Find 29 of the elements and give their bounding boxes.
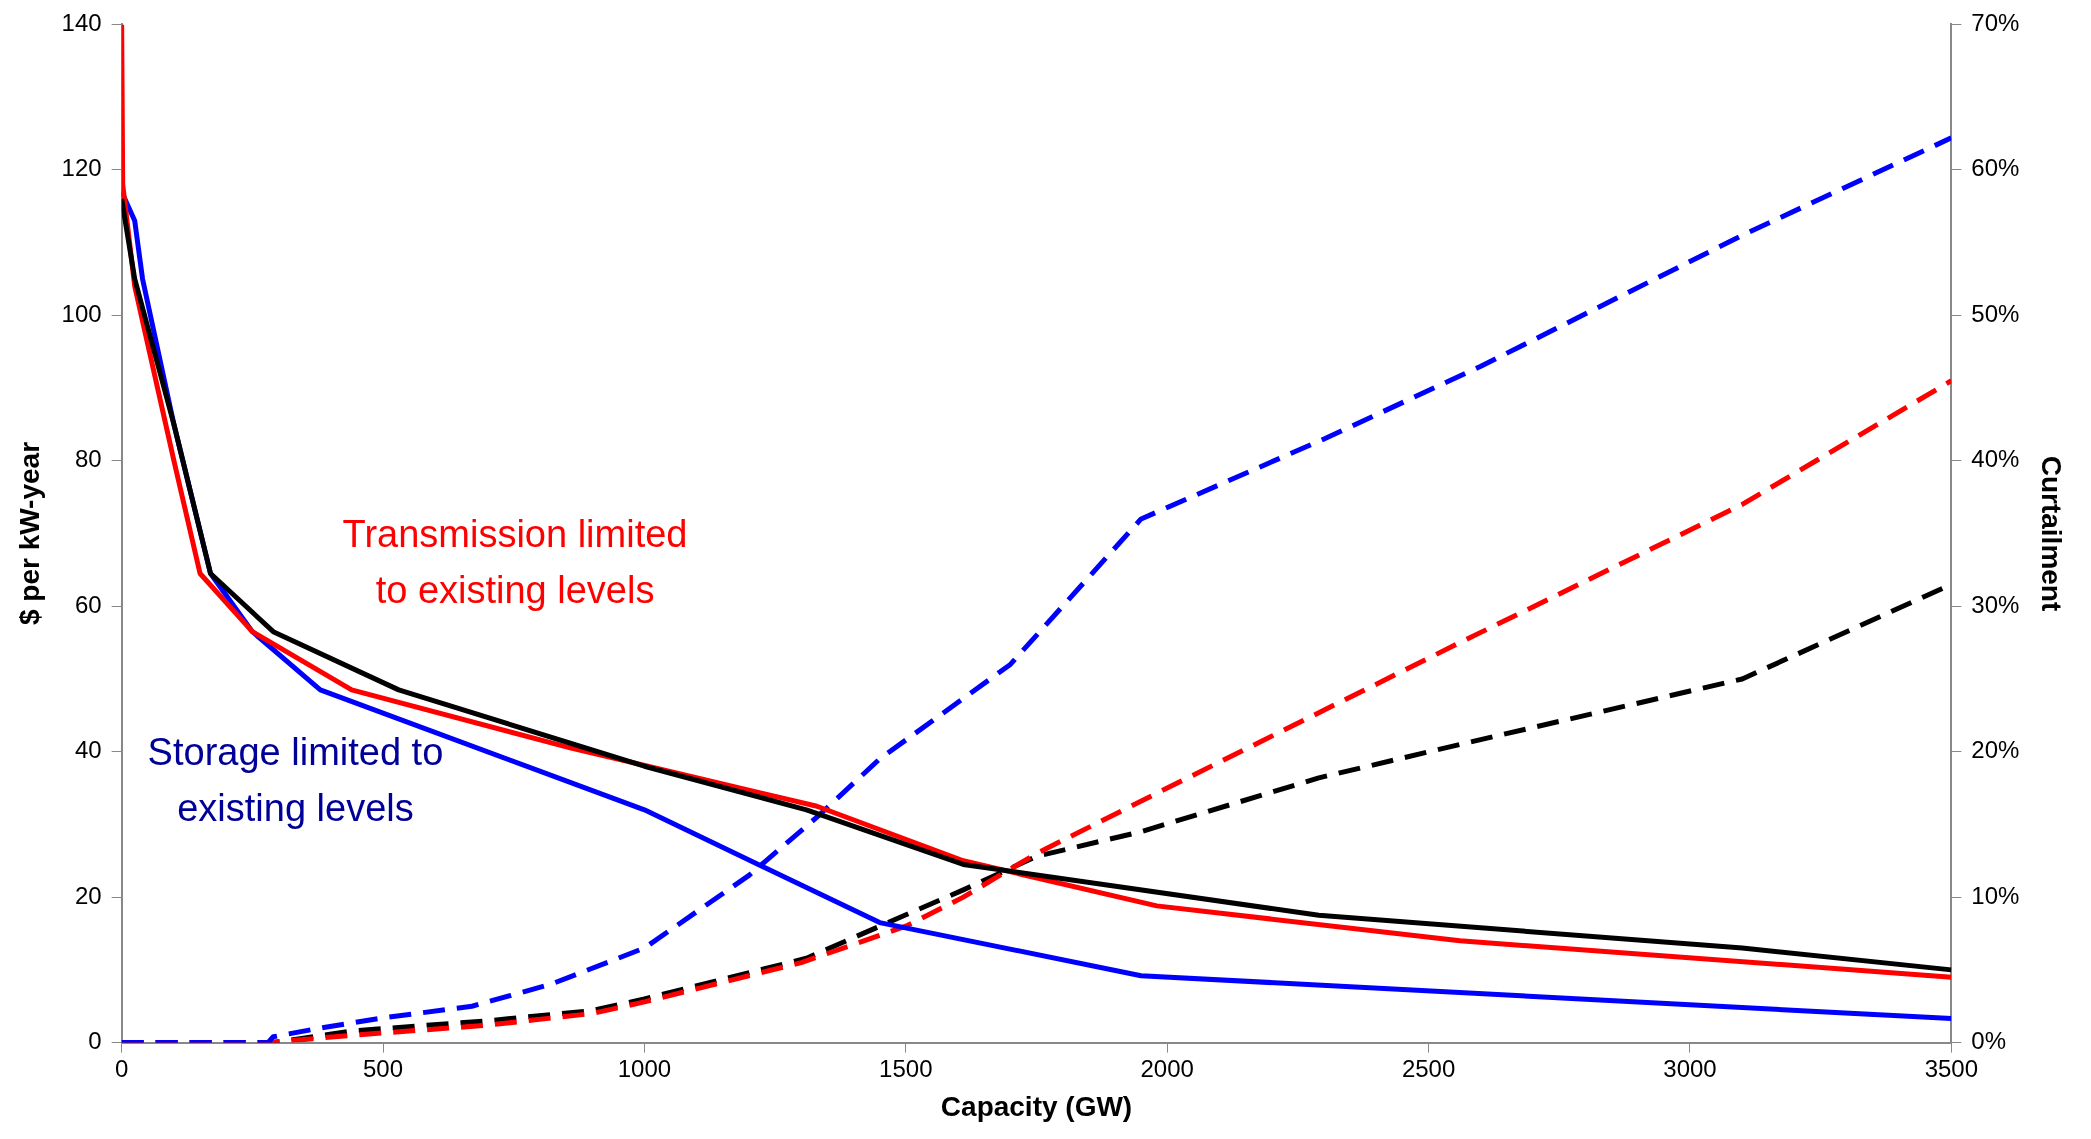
y2-tick-label: 70% xyxy=(1971,9,2020,37)
x-tick-label: 3000 xyxy=(1663,1054,1717,1082)
x-tick-label: 1000 xyxy=(617,1054,672,1082)
y-axis-title: $ per kW-year xyxy=(13,441,45,626)
y2-tick-label: 60% xyxy=(1971,154,2020,182)
annotation: Transmission limited to existing levels xyxy=(342,512,688,611)
x-tick-label: 0 xyxy=(114,1054,129,1082)
y-tick-label: 120 xyxy=(61,154,102,182)
y-tick-label: 140 xyxy=(61,9,102,37)
x-tick-label: 3500 xyxy=(1924,1054,1979,1082)
x-tick-label: 2500 xyxy=(1401,1054,1456,1082)
y2-tick-label: 50% xyxy=(1971,299,2020,327)
y-tick-label: 20 xyxy=(74,881,102,909)
y2-tick-label: 0% xyxy=(1971,1027,2007,1055)
y2-tick-label: 30% xyxy=(1971,590,2020,618)
y-tick-label: 40 xyxy=(74,736,102,764)
y2-axis-title: Curtailment xyxy=(2036,455,2068,612)
x-tick-label: 1500 xyxy=(879,1054,933,1082)
y2-tick-label: 40% xyxy=(1971,445,2020,473)
y-tick-label: 60 xyxy=(74,590,102,618)
y-tick-label: 0 xyxy=(88,1027,102,1055)
y-tick-label: 80 xyxy=(74,445,102,473)
x-tick-label: 500 xyxy=(363,1054,404,1082)
x-axis-title: Capacity (GW) xyxy=(940,1090,1133,1122)
x-tick-label: 2000 xyxy=(1140,1054,1194,1082)
y2-tick-label: 20% xyxy=(1971,736,2020,764)
y-tick-label: 100 xyxy=(61,299,102,327)
annotation: Storage limited to existing levels xyxy=(147,731,444,830)
y2-tick-label: 10% xyxy=(1971,881,2020,909)
